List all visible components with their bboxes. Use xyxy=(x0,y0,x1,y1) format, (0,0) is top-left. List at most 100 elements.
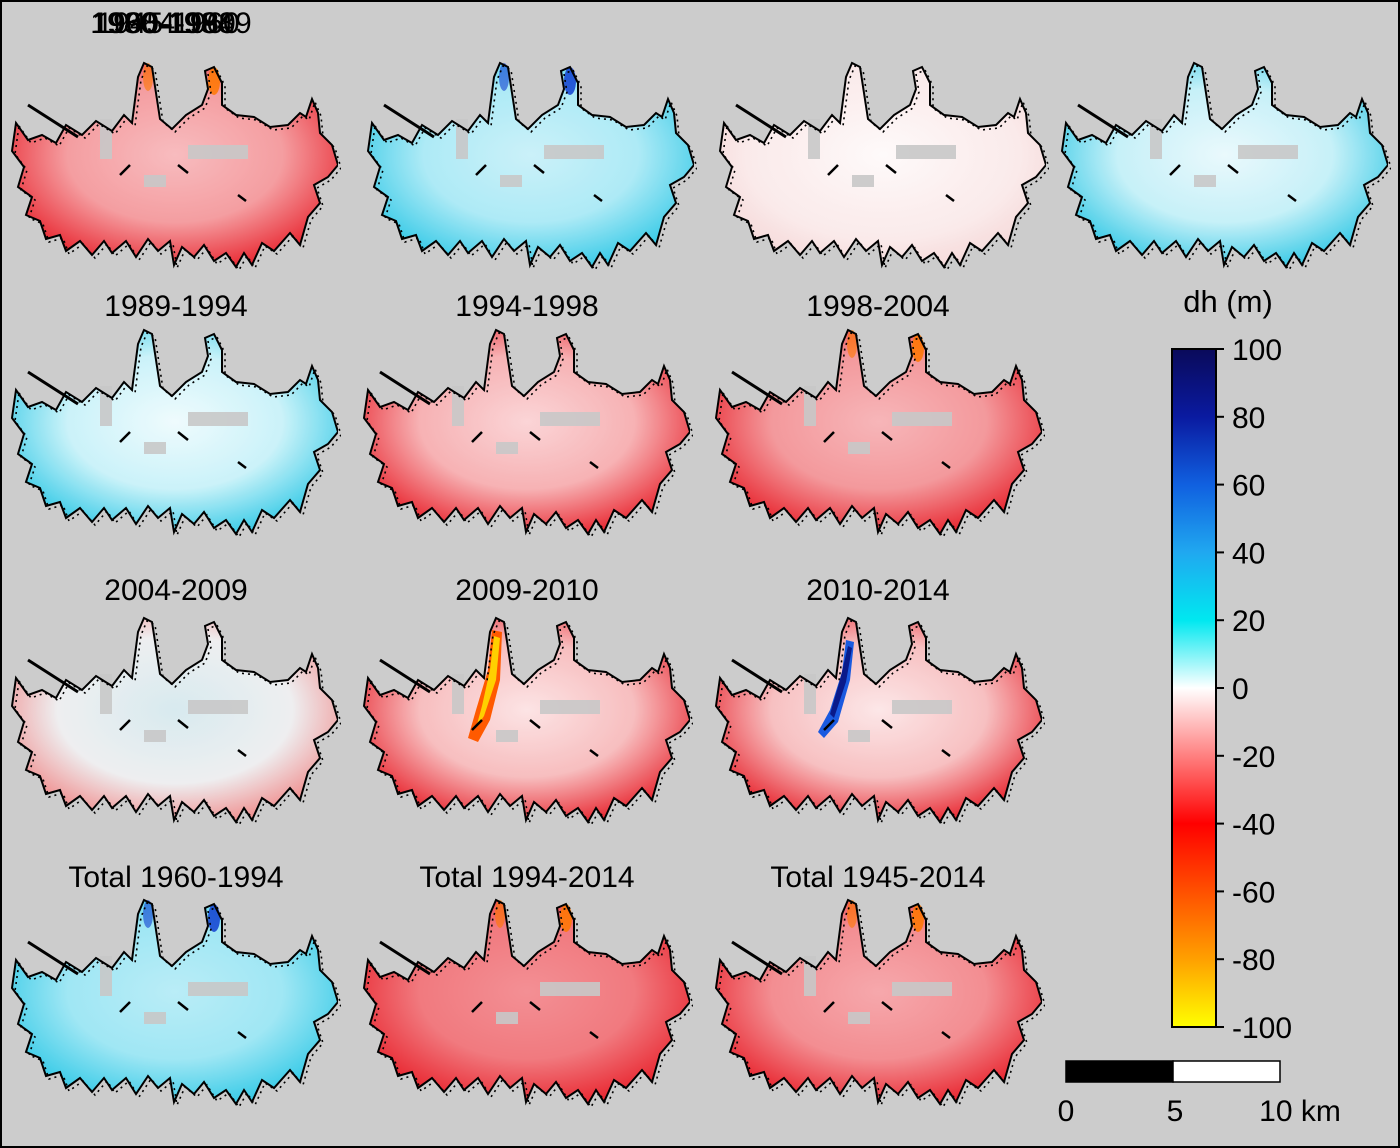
panel-2004-2009: 2004-2009 xyxy=(11,574,341,826)
nunatak-ridge xyxy=(471,719,599,757)
scale-label-0: 0 xyxy=(1058,1095,1075,1128)
colorbar-tick-label: -60 xyxy=(1232,876,1275,909)
data-gap-mask xyxy=(496,1012,518,1024)
colorbar-tick-label: -40 xyxy=(1232,809,1275,842)
data-gap-mask xyxy=(144,442,166,454)
nunatak-ridge xyxy=(27,103,79,139)
glacier-map xyxy=(715,617,1045,826)
data-gap-mask xyxy=(496,730,518,742)
surge-thinning-core xyxy=(476,636,500,728)
nunatak-ridge xyxy=(731,658,783,694)
glacier-map xyxy=(363,617,693,826)
glacier-map xyxy=(715,329,1045,538)
data-gap-mask xyxy=(892,982,952,996)
scale-bar-black-segment xyxy=(1065,1060,1174,1083)
surge-thickening-core xyxy=(830,646,852,718)
panel-1998-2004: 1998-2004 xyxy=(715,290,1045,538)
panel-total-1945-2014: Total 1945-2014 xyxy=(715,861,1045,1108)
panel-title: 1980-1984 xyxy=(90,7,233,40)
nunatak-ridge xyxy=(823,719,951,757)
glacier-map xyxy=(1061,62,1391,271)
glacier-map xyxy=(11,899,341,1108)
scale-label-5: 5 xyxy=(1167,1095,1184,1128)
data-gap-mask xyxy=(848,1012,870,1024)
outlet-tongue-change xyxy=(499,63,509,91)
glacier-map xyxy=(719,62,1049,271)
data-gap-mask xyxy=(848,730,870,742)
data-gap-mask xyxy=(896,145,956,159)
panel-title: 1945-1960 xyxy=(96,7,239,40)
data-gap-mask xyxy=(892,700,952,714)
colorbar-tick-label: -80 xyxy=(1232,944,1275,977)
panel-title: 1989-1994 xyxy=(104,290,247,323)
nunatak-ridge xyxy=(731,370,783,406)
panel-total-1960-1994: Total 1960-1994 xyxy=(11,861,341,1108)
glacier-map xyxy=(11,617,341,826)
colorbar-tick-label: 100 xyxy=(1232,334,1282,367)
data-gap-mask xyxy=(500,175,522,187)
data-gap-mask xyxy=(496,442,518,454)
data-gap-mask xyxy=(544,145,604,159)
colorbar-tick-label: 80 xyxy=(1232,402,1265,435)
panel-title: 1984-1989 xyxy=(108,7,251,40)
glacier-map xyxy=(11,329,341,538)
panel-1989-1994: 1989-1994 xyxy=(11,290,341,538)
panel-1960-1980: 1960-1980 xyxy=(92,7,697,271)
panel-2009-2010: 2009-2010 xyxy=(363,574,693,826)
colorbar-tick-label: 60 xyxy=(1232,470,1265,503)
nunatak-ridge xyxy=(379,658,431,694)
panel-1945-1960: 1945-1960 xyxy=(11,7,341,271)
nunatak-ridge xyxy=(1077,103,1129,139)
outlet-tongue-change xyxy=(847,900,857,928)
data-gap-mask xyxy=(144,175,166,187)
nunatak-ridge xyxy=(471,1001,599,1039)
panel-1994-1998: 1994-1998 xyxy=(363,290,693,538)
nunatak-ridge xyxy=(379,940,431,976)
nunatak-ridge xyxy=(119,431,247,469)
panel-title: Total 1960-1994 xyxy=(68,861,283,894)
data-gap-mask xyxy=(188,982,248,996)
outlet-tongue-change xyxy=(143,63,153,91)
data-gap-mask xyxy=(188,145,248,159)
data-gap-mask xyxy=(852,175,874,187)
panel-title: 2004-2009 xyxy=(104,574,247,607)
glacier-map xyxy=(363,329,693,538)
data-gap-mask xyxy=(1238,145,1298,159)
data-gap-mask xyxy=(188,412,248,426)
nunatak-ridge xyxy=(827,164,955,202)
colorbar-gradient xyxy=(1171,348,1217,1028)
nunatak-ridge xyxy=(119,719,247,757)
data-gap-mask xyxy=(188,700,248,714)
nunatak-ridge xyxy=(119,1001,247,1039)
data-gap-mask xyxy=(848,442,870,454)
data-gap-mask xyxy=(540,412,600,426)
nunatak-ridge xyxy=(823,431,951,469)
data-gap-mask xyxy=(540,982,600,996)
nunatak-ridge xyxy=(27,940,79,976)
glacier-map xyxy=(11,62,341,271)
nunatak-ridge xyxy=(119,164,247,202)
colorbar-tick-label: 0 xyxy=(1232,673,1249,706)
nunatak-ridge xyxy=(383,103,435,139)
data-gap-mask xyxy=(1194,175,1216,187)
panel-title: 1994-1998 xyxy=(455,290,598,323)
nunatak-ridge xyxy=(823,1001,951,1039)
panel-title: 1960-1980 xyxy=(92,7,235,40)
data-gap-mask xyxy=(540,700,600,714)
outlet-tongue-change xyxy=(847,330,857,358)
colorbar-title: dh (m) xyxy=(1183,284,1273,319)
nunatak-ridge xyxy=(379,370,431,406)
colorbar-tick-label: -20 xyxy=(1232,741,1275,774)
glacier-map xyxy=(363,899,693,1108)
colorbar-ticks: 100 80 60 40 20 0 -20 -40 -60 -80 -100 xyxy=(1216,334,1292,1045)
nunatak-ridge xyxy=(27,658,79,694)
colorbar-tick-label: -100 xyxy=(1232,1012,1292,1045)
nunatak-ridge xyxy=(731,940,783,976)
nunatak-ridge xyxy=(475,164,603,202)
data-gap-mask xyxy=(144,730,166,742)
data-gap-mask xyxy=(892,412,952,426)
scale-bar-white-segment xyxy=(1172,1060,1281,1083)
colorbar-tick-label: 20 xyxy=(1232,605,1265,638)
nunatak-ridge xyxy=(27,370,79,406)
